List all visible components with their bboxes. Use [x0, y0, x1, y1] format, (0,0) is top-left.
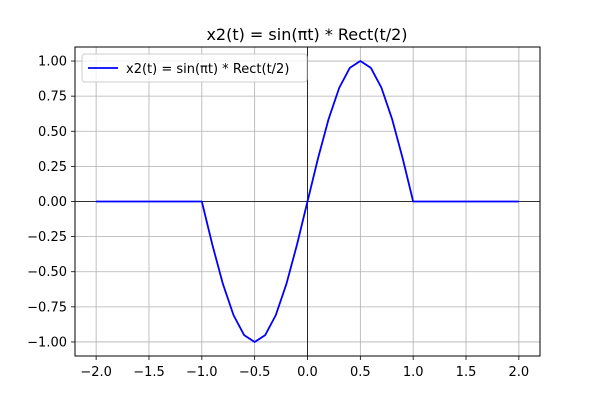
- legend: x2(t) = sin(πt) * Rect(t/2): [81, 53, 308, 83]
- y-axis: −1.00 −0.75 −0.50 −0.25 0.00 0.25 0.50 0.75 1.00: [27, 55, 75, 350]
- chart-title: x2(t) = sin(πt) * Rect(t/2): [206, 25, 407, 44]
- x-tick-label: −2.0: [80, 365, 112, 380]
- x-axis: −2.0 −1.5 −1.0 −0.5 0.0 0.5 1.0 1.5 2.0: [80, 356, 529, 380]
- series-line: [96, 60, 519, 343]
- x-tick-label: −1.0: [186, 365, 218, 380]
- x-tick-label: 0.0: [297, 365, 318, 380]
- x-tick-label: −1.5: [133, 365, 165, 380]
- x-tick-label: 1.5: [456, 365, 477, 380]
- x-tick-label: 2.0: [509, 365, 530, 380]
- series-layer: [96, 60, 519, 343]
- y-tick-label: 1.00: [38, 55, 67, 70]
- y-tick-label: −0.75: [27, 300, 67, 315]
- y-tick-label: 0.50: [38, 125, 67, 140]
- y-tick-label: 0.25: [38, 160, 67, 175]
- x-tick-label: 0.5: [350, 365, 371, 380]
- x-tick-label: 1.0: [403, 365, 424, 380]
- y-tick-label: 0.00: [38, 195, 67, 210]
- legend-label: x2(t) = sin(πt) * Rect(t/2): [126, 62, 289, 77]
- legend-box: [81, 53, 308, 83]
- y-tick-label: −0.50: [27, 265, 67, 280]
- y-tick-label: 0.75: [38, 90, 67, 105]
- y-tick-label: −1.00: [27, 335, 67, 350]
- y-tick-label: −0.25: [27, 230, 67, 245]
- x-tick-label: −0.5: [239, 365, 271, 380]
